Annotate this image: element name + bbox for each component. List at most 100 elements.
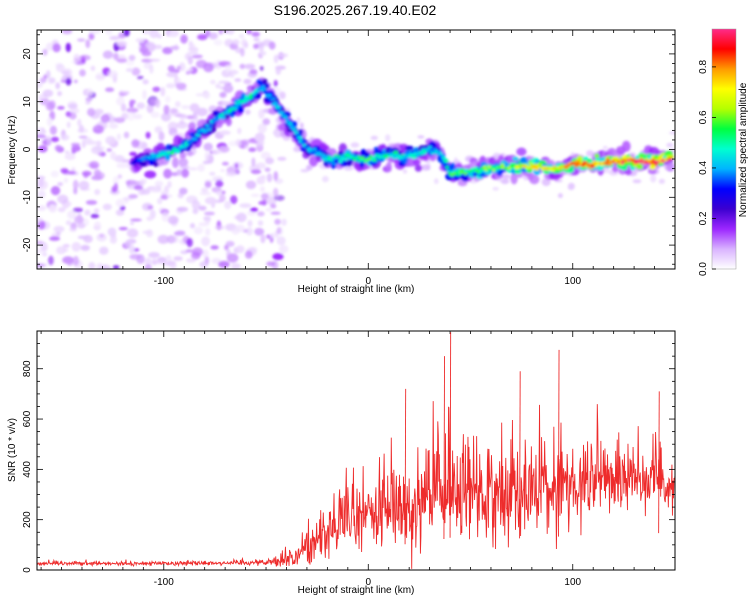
halo-blob bbox=[632, 179, 642, 184]
noise-blob bbox=[73, 53, 80, 63]
noise-blob bbox=[181, 105, 190, 110]
noise-blob bbox=[204, 151, 210, 162]
noise-blob bbox=[144, 264, 152, 269]
noise-blob bbox=[56, 246, 66, 255]
ridge-mid bbox=[519, 156, 529, 165]
noise-blob bbox=[258, 42, 264, 53]
spectrogram-x-label: Height of straight line (km) bbox=[298, 284, 415, 295]
noise-blob bbox=[251, 31, 260, 37]
noise-blob bbox=[238, 34, 245, 39]
noise-blob bbox=[173, 256, 183, 261]
noise-blob bbox=[136, 102, 145, 109]
halo-blob bbox=[502, 174, 511, 179]
noise-blob bbox=[95, 140, 102, 147]
ridge-core bbox=[260, 85, 266, 90]
noise-blob bbox=[45, 70, 51, 79]
noise-blob bbox=[114, 117, 126, 123]
noise-blob bbox=[125, 68, 134, 72]
ridge-mid bbox=[594, 153, 600, 159]
halo-blob bbox=[658, 178, 666, 184]
colorbar-label: Normalized spectral amplitude bbox=[738, 82, 749, 217]
ridge-core bbox=[297, 136, 303, 139]
noise-blob bbox=[180, 34, 188, 44]
halo-blob bbox=[385, 134, 391, 142]
noise-blob bbox=[126, 228, 139, 238]
noise-blob bbox=[129, 253, 142, 260]
noise-blob bbox=[224, 201, 232, 210]
noise-blob bbox=[102, 203, 112, 211]
noise-blob bbox=[270, 232, 275, 238]
ridge-core bbox=[313, 147, 317, 151]
noise-blob bbox=[96, 262, 104, 269]
ridge-core bbox=[285, 117, 288, 121]
y-tick-label: 800 bbox=[22, 360, 33, 377]
noise-blob bbox=[54, 144, 62, 152]
noise-blob bbox=[226, 253, 239, 263]
noise-blob bbox=[276, 227, 282, 234]
noise-blob bbox=[166, 71, 178, 78]
halo-blob bbox=[343, 165, 354, 171]
noise-blob bbox=[212, 149, 218, 155]
noise-blob bbox=[226, 30, 235, 35]
noise-blob bbox=[234, 78, 242, 82]
noise-blob bbox=[270, 203, 277, 209]
noise-blob bbox=[225, 172, 237, 177]
noise-blob bbox=[116, 58, 128, 63]
snr-x-axis: -100 0 100 bbox=[40, 331, 676, 588]
noise-blob bbox=[57, 207, 66, 213]
noise-blob bbox=[126, 107, 139, 113]
noise-blob bbox=[140, 180, 145, 187]
noise-blob bbox=[203, 142, 213, 151]
noise-blob bbox=[60, 168, 69, 174]
figure-title: S196.2025.267.19.40.E02 bbox=[274, 2, 437, 18]
noise-blob bbox=[157, 234, 170, 244]
noise-blob bbox=[80, 244, 91, 251]
noise-blob bbox=[114, 155, 125, 163]
halo-blob bbox=[603, 167, 610, 174]
noise-blob bbox=[251, 157, 256, 167]
noise-blob bbox=[130, 221, 135, 226]
noise-blob bbox=[67, 170, 77, 175]
halo-blob bbox=[318, 163, 325, 167]
ridge-halo bbox=[621, 140, 631, 152]
snr-y-axis: 0 200 400 600 800 bbox=[22, 330, 675, 573]
noise-blob bbox=[254, 132, 265, 143]
noise-blob bbox=[174, 101, 181, 108]
noise-blob bbox=[78, 124, 84, 133]
noise-blob bbox=[266, 173, 273, 183]
ridge-core bbox=[357, 155, 361, 160]
noise-blob bbox=[239, 63, 246, 70]
halo-blob bbox=[293, 146, 302, 152]
noise-blob bbox=[115, 209, 125, 216]
noise-blob bbox=[94, 189, 101, 195]
noise-blob bbox=[196, 107, 208, 117]
noise-blob bbox=[231, 263, 241, 269]
noise-blob bbox=[85, 200, 98, 205]
noise-blob bbox=[37, 205, 47, 211]
noise-blob bbox=[55, 64, 65, 73]
noise-blob bbox=[156, 33, 162, 39]
noise-blob bbox=[258, 109, 265, 119]
noise-blob bbox=[227, 140, 238, 147]
noise-blob bbox=[81, 138, 94, 145]
noise-blob bbox=[232, 39, 240, 46]
x-tick-label: 0 bbox=[365, 276, 371, 287]
noise-blob bbox=[107, 227, 117, 236]
noise-blob bbox=[144, 170, 157, 179]
noise-blob bbox=[203, 91, 211, 100]
noise-blob bbox=[85, 39, 91, 49]
noise-blob bbox=[166, 235, 176, 244]
noise-blob bbox=[37, 190, 46, 199]
noise-blob bbox=[65, 77, 72, 86]
noise-blob bbox=[210, 245, 219, 250]
noise-blob bbox=[203, 62, 214, 73]
noise-blob bbox=[218, 80, 231, 85]
noise-blob bbox=[244, 144, 249, 150]
noise-blob bbox=[62, 244, 70, 248]
halo-blob bbox=[541, 178, 551, 187]
noise-blob bbox=[262, 118, 271, 126]
halo-blob bbox=[434, 178, 439, 185]
noise-blob bbox=[65, 42, 72, 53]
noise-blob bbox=[109, 35, 121, 41]
noise-blob bbox=[250, 169, 262, 175]
